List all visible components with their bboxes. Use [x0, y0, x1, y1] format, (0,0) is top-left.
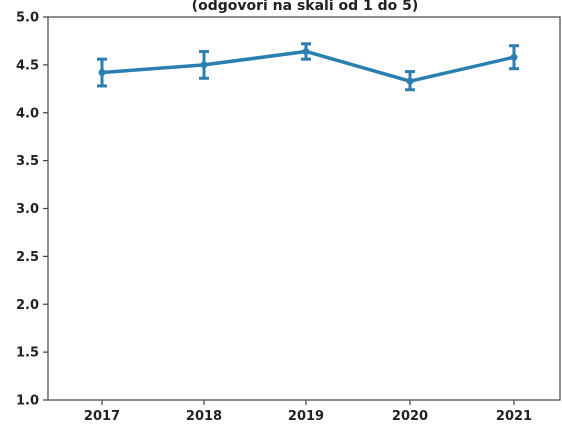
plot-area-frame	[47, 16, 561, 401]
y-tick-label: 5.0	[16, 11, 39, 26]
y-tick-label: 4.0	[16, 106, 39, 121]
y-tick-label: 2.0	[16, 298, 39, 313]
data-point	[510, 53, 518, 61]
chart-title: (odgovori na skali od 1 do 5)	[192, 0, 419, 14]
series-layer	[98, 47, 518, 85]
x-tick-label: 2017	[84, 409, 120, 424]
y-tick-label: 2.5	[16, 250, 39, 265]
y-axis: 1.0 1.5 2.0 2.5 3.0 3.5 4.0 4.5 5.0	[16, 11, 48, 409]
y-tick-label: 3.5	[16, 154, 39, 169]
data-point	[98, 69, 106, 77]
y-tick-label: 1.5	[16, 346, 39, 361]
data-point	[200, 61, 208, 69]
data-point	[302, 47, 310, 55]
x-tick-label: 2020	[392, 409, 428, 424]
data-point	[406, 77, 414, 85]
x-tick-label: 2021	[496, 409, 532, 424]
series-line	[101, 49, 515, 83]
y-tick-label: 3.0	[16, 202, 39, 217]
y-tick-label: 1.0	[16, 394, 39, 409]
y-tick-label: 4.5	[16, 58, 39, 73]
x-tick-label: 2018	[186, 409, 222, 424]
x-tick-label: 2019	[288, 409, 324, 424]
x-axis: 2017 2018 2019 2020 2021	[84, 400, 532, 424]
